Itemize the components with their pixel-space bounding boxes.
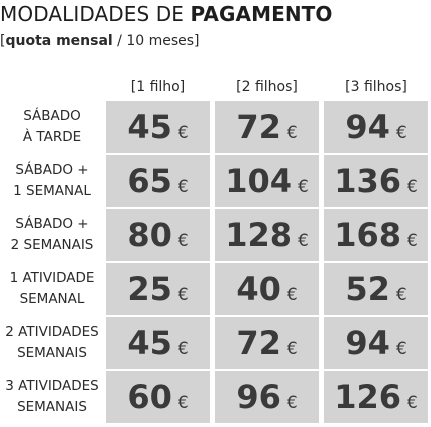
price-value: 52	[345, 270, 390, 308]
price-value: 72	[236, 108, 281, 146]
currency-symbol: €	[297, 176, 309, 197]
price-cell: 65 €	[106, 155, 210, 207]
row-label-line1: 2 ATIVIDADES	[5, 324, 99, 340]
row-label: SÁBADO + 2 SEMANAIS	[0, 209, 104, 261]
price-cell: 104 €	[215, 155, 319, 207]
price-cell: 40 €	[215, 263, 319, 315]
price-cell: 60 €	[106, 371, 210, 423]
currency-symbol: €	[406, 176, 418, 197]
row-label-line1: SÁBADO +	[15, 162, 89, 178]
price-value: 136	[334, 162, 401, 200]
row-label: 3 ATIVIDADES SEMANAIS	[0, 371, 104, 423]
price-cell: 128 €	[215, 209, 319, 261]
subtitle-rest: / 10 meses]	[112, 33, 200, 49]
row-label-line1: 1 ATIVIDADE	[9, 270, 95, 286]
currency-symbol: €	[177, 230, 189, 251]
price-cell: 94 €	[324, 101, 428, 153]
subtitle-bold: quota mensal	[5, 33, 113, 49]
row-label-line2: SEMANAL	[19, 291, 85, 307]
title-prefix: MODALIDADES DE	[0, 2, 191, 26]
price-cell: 72 €	[215, 101, 319, 153]
currency-symbol: €	[177, 392, 189, 413]
price-value: 168	[334, 216, 401, 254]
column-header: [3 filhos]	[345, 79, 407, 95]
currency-symbol: €	[297, 230, 309, 251]
row-label-line2: SEMANAIS	[17, 399, 87, 415]
column-header: [2 filhos]	[236, 79, 298, 95]
price-value: 45	[127, 324, 172, 362]
currency-symbol: €	[395, 338, 407, 359]
price-cell: 126 €	[324, 371, 428, 423]
row-label-line2: À TARDE	[22, 129, 82, 145]
price-cell: 25 €	[106, 263, 210, 315]
price-value: 94	[345, 324, 390, 362]
price-value: 72	[236, 324, 281, 362]
price-value: 96	[236, 378, 281, 416]
price-cell: 168 €	[324, 209, 428, 261]
price-value: 60	[127, 378, 172, 416]
currency-symbol: €	[177, 176, 189, 197]
row-label-line1: 3 ATIVIDADES	[5, 378, 99, 394]
row-label-line2: SEMANAIS	[17, 345, 87, 361]
price-cell: 45 €	[106, 317, 210, 369]
price-value: 45	[127, 108, 172, 146]
price-value: 65	[127, 162, 172, 200]
price-value: 25	[127, 270, 172, 308]
column-header: [1 filho]	[130, 79, 186, 95]
price-cell: 72 €	[215, 317, 319, 369]
price-value: 40	[236, 270, 281, 308]
price-cell: 94 €	[324, 317, 428, 369]
price-value: 126	[334, 378, 401, 416]
currency-symbol: €	[177, 284, 189, 305]
currency-symbol: €	[286, 122, 298, 143]
currency-symbol: €	[406, 230, 418, 251]
price-cell: 80 €	[106, 209, 210, 261]
price-cell: 96 €	[215, 371, 319, 423]
currency-symbol: €	[177, 122, 189, 143]
price-value: 80	[127, 216, 172, 254]
row-label: SÁBADO À TARDE	[0, 101, 104, 153]
price-cell: 136 €	[324, 155, 428, 207]
row-label-line2: 1 SEMANAL	[13, 183, 91, 199]
title-bold: PAGAMENTO	[190, 2, 333, 26]
currency-symbol: €	[395, 284, 407, 305]
currency-symbol: €	[406, 392, 418, 413]
price-value: 94	[345, 108, 390, 146]
price-cell: 52 €	[324, 263, 428, 315]
price-cell: 45 €	[106, 101, 210, 153]
row-label-line1: SÁBADO	[23, 108, 81, 124]
price-value: 128	[225, 216, 292, 254]
row-label-line1: SÁBADO +	[15, 216, 89, 232]
page-subtitle: [quota mensal / 10 meses]	[0, 32, 200, 50]
currency-symbol: €	[286, 392, 298, 413]
row-label: 1 ATIVIDADE SEMANAL	[0, 263, 104, 315]
currency-symbol: €	[395, 122, 407, 143]
page-title: MODALIDADES DE PAGAMENTO	[0, 2, 333, 26]
row-label: SÁBADO + 1 SEMANAL	[0, 155, 104, 207]
subtitle-open: [	[0, 33, 6, 49]
price-value: 104	[225, 162, 292, 200]
row-label: 2 ATIVIDADES SEMANAIS	[0, 317, 104, 369]
currency-symbol: €	[286, 284, 298, 305]
currency-symbol: €	[286, 338, 298, 359]
row-label-line2: 2 SEMANAIS	[10, 237, 94, 253]
currency-symbol: €	[177, 338, 189, 359]
